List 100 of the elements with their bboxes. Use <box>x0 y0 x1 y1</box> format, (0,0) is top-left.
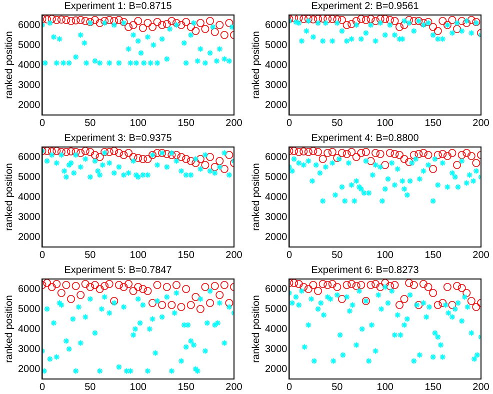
y-tick-label: 2000 <box>18 364 41 375</box>
point <box>194 58 201 64</box>
point <box>336 156 342 162</box>
y-tick-label: 2000 <box>18 100 41 111</box>
point <box>343 38 350 44</box>
point <box>345 160 352 166</box>
point <box>125 46 132 52</box>
point <box>376 150 384 158</box>
point <box>225 151 234 159</box>
point <box>309 147 318 155</box>
point <box>192 159 200 167</box>
x-tick-label: 100 <box>130 118 147 129</box>
point <box>134 38 142 44</box>
point <box>96 60 104 66</box>
point <box>458 284 466 292</box>
point <box>312 162 320 168</box>
point <box>202 152 209 158</box>
point <box>434 301 442 309</box>
point <box>124 23 133 31</box>
point <box>424 283 432 291</box>
point <box>186 301 195 309</box>
point <box>46 20 54 26</box>
point <box>316 170 324 176</box>
point <box>82 156 89 162</box>
y-tick-label: 4000 <box>18 192 41 203</box>
point <box>44 306 50 312</box>
point <box>101 20 108 26</box>
point <box>173 290 180 296</box>
point <box>294 280 303 288</box>
point <box>400 295 408 303</box>
point <box>192 156 199 162</box>
point <box>62 148 70 156</box>
point <box>221 56 228 62</box>
point <box>144 19 152 27</box>
point <box>221 150 228 156</box>
point <box>352 17 360 25</box>
point <box>304 285 312 293</box>
point <box>220 165 228 173</box>
point <box>289 168 296 174</box>
point <box>196 19 204 27</box>
point <box>401 18 408 24</box>
point <box>127 60 134 66</box>
point <box>129 21 138 29</box>
point <box>136 320 144 326</box>
x-tick-label: 0 <box>286 118 292 129</box>
point <box>438 150 447 158</box>
point <box>305 18 312 24</box>
point <box>90 16 99 24</box>
point <box>62 174 70 180</box>
point <box>56 300 63 306</box>
chart-title: Experiment 5: B=0.7847 <box>64 264 172 276</box>
point <box>220 31 228 39</box>
point <box>177 21 186 29</box>
point <box>472 303 480 311</box>
point <box>210 24 216 30</box>
point <box>467 16 476 24</box>
point <box>221 340 228 346</box>
point <box>429 289 438 297</box>
point <box>67 17 76 25</box>
point <box>466 172 473 178</box>
point <box>430 198 436 204</box>
point <box>177 303 186 311</box>
x-tick-label: 200 <box>226 382 243 393</box>
point <box>162 20 171 28</box>
y-axis-title: ranked position <box>250 163 262 231</box>
point <box>304 15 312 23</box>
point <box>378 198 386 204</box>
point <box>77 164 84 170</box>
x-tick-label: 150 <box>424 118 442 129</box>
point <box>314 20 322 26</box>
point <box>419 149 428 157</box>
point <box>384 176 392 182</box>
point <box>77 340 84 346</box>
point <box>72 282 80 290</box>
point <box>462 149 471 157</box>
point <box>188 32 194 38</box>
point <box>201 283 210 291</box>
point <box>328 280 336 288</box>
point <box>83 60 90 66</box>
point <box>116 364 122 370</box>
point <box>66 60 72 66</box>
point <box>196 305 204 313</box>
point <box>212 322 218 328</box>
point <box>420 168 427 174</box>
point <box>120 283 128 291</box>
point <box>177 153 186 161</box>
point <box>338 149 346 157</box>
point <box>381 161 390 169</box>
point <box>300 162 307 168</box>
x-tick-label: 200 <box>472 382 490 393</box>
point <box>357 281 366 289</box>
point <box>399 178 406 184</box>
y-axis-title: ranked position <box>250 295 262 363</box>
point <box>182 344 190 350</box>
x-tick-label: 100 <box>376 250 394 261</box>
point <box>458 28 466 34</box>
point <box>98 306 105 312</box>
point <box>434 182 442 188</box>
point <box>314 15 322 23</box>
x-tick-label: 200 <box>226 118 243 129</box>
